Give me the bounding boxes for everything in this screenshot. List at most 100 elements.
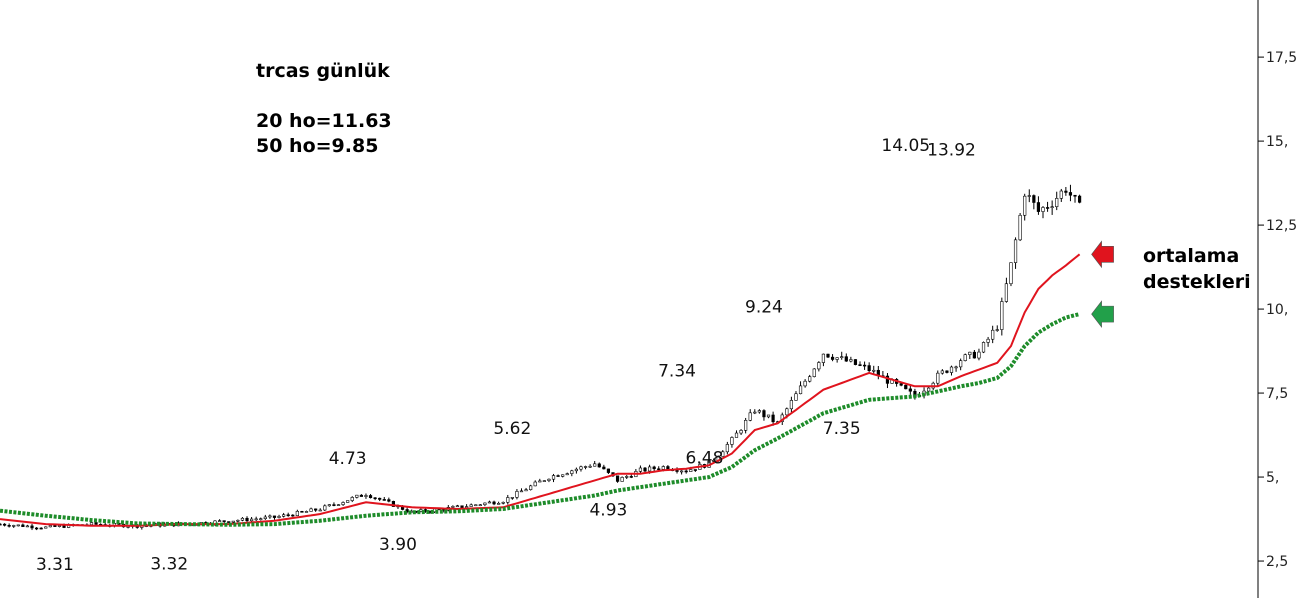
candle-body — [826, 353, 830, 358]
candle-body — [309, 508, 313, 512]
candle-body — [529, 485, 533, 490]
candle-body — [583, 466, 588, 468]
side-note: ortalama destekleri — [1143, 245, 1251, 293]
red-arrow — [1091, 240, 1114, 269]
candle-body — [899, 383, 903, 386]
candle-body — [524, 489, 528, 492]
price-annotation: 9.24 — [745, 298, 783, 318]
candle-body — [817, 362, 821, 370]
ma20-label: 20 ho=11.63 — [256, 110, 392, 132]
candle-body — [254, 518, 258, 521]
candle-body — [323, 505, 327, 511]
candle-body — [519, 490, 524, 493]
candle-body — [355, 494, 359, 498]
candle-body — [835, 357, 839, 360]
price-annotation: 5.62 — [493, 419, 531, 439]
candle-body — [259, 518, 263, 520]
candle-body — [510, 496, 514, 499]
candle-body — [1068, 192, 1073, 196]
candle-body — [638, 467, 643, 472]
candle-body — [1077, 195, 1082, 203]
candle-body — [295, 511, 299, 517]
candle-body — [368, 495, 373, 499]
candle-body — [684, 470, 688, 473]
candle-body — [725, 444, 729, 453]
candle-body — [615, 475, 620, 482]
candle-body — [840, 356, 844, 359]
ma50-label: 50 ho=9.85 — [256, 135, 378, 157]
candle-body — [675, 470, 679, 472]
candle-body — [1059, 190, 1063, 199]
candle-body — [455, 505, 460, 508]
series-line-ma20 — [0, 253, 1081, 527]
candle-body — [821, 353, 826, 363]
candle-body — [268, 515, 272, 518]
candle-body — [812, 368, 816, 377]
candle-body — [556, 475, 560, 477]
price-annotation: 3.31 — [36, 555, 74, 575]
candle-body — [771, 414, 775, 423]
side-note-line-1: ortalama — [1143, 245, 1239, 267]
candle-body — [853, 359, 858, 365]
candle-body — [794, 393, 798, 401]
candle-body — [533, 481, 537, 487]
candle-body — [89, 522, 94, 526]
arrows — [1091, 240, 1114, 329]
candle-body — [277, 516, 281, 518]
candle-body — [1073, 194, 1077, 197]
candle-body — [1018, 214, 1022, 241]
candle-body — [574, 468, 578, 472]
y-tick-label: 2,5 — [1266, 554, 1288, 570]
series-line-ma50 — [0, 312, 1081, 527]
candle-body — [538, 480, 542, 483]
candle-body — [606, 468, 611, 473]
candle-body — [949, 366, 954, 373]
candle-body — [346, 500, 350, 503]
candle-body — [231, 520, 235, 523]
y-axis: 2,5 5, 7,5 10, 12,5 15, 17,5 — [1257, 0, 1297, 598]
candle-body — [1050, 206, 1054, 208]
candle-body — [561, 474, 565, 477]
candle-body — [753, 411, 757, 414]
candle-body — [1027, 195, 1031, 197]
y-tick-label: 15, — [1266, 134, 1288, 150]
candle-body — [739, 430, 743, 434]
candle-body — [1032, 195, 1036, 203]
candle-body — [693, 469, 697, 471]
candle-body — [2, 523, 7, 526]
candle-body — [391, 500, 396, 507]
candle-body — [1055, 198, 1059, 207]
candle-body — [286, 514, 290, 517]
candle-body — [551, 475, 556, 480]
candle-body — [661, 466, 665, 470]
price-annotation: 6.48 — [686, 448, 724, 468]
candle-body — [1013, 239, 1018, 263]
candle-body — [968, 351, 972, 355]
candle-body — [849, 359, 853, 362]
side-note-line-2: destekleri — [1143, 271, 1251, 293]
candle-body — [940, 370, 944, 374]
candle-body — [936, 372, 940, 384]
candle-body — [1041, 207, 1045, 212]
price-annotation: 7.34 — [658, 361, 696, 381]
candle-body — [945, 370, 949, 373]
candle-body — [474, 504, 478, 507]
candle-body — [236, 519, 240, 522]
candle-body — [291, 514, 295, 517]
candle-body — [1045, 207, 1050, 209]
candle-body — [652, 466, 656, 470]
candle-body — [643, 467, 647, 472]
y-tick-label: 17,5 — [1266, 50, 1297, 66]
candle-body — [593, 463, 597, 467]
candle-body — [465, 506, 469, 508]
candle-body — [542, 480, 546, 482]
candle-body — [483, 502, 487, 506]
candle-body — [629, 476, 633, 478]
y-tick-label: 12,5 — [1266, 218, 1297, 234]
series-layer — [0, 253, 1081, 527]
candle-body — [378, 497, 382, 500]
candle-body — [981, 342, 986, 353]
candle-body — [908, 388, 912, 392]
candle-body — [469, 504, 473, 507]
